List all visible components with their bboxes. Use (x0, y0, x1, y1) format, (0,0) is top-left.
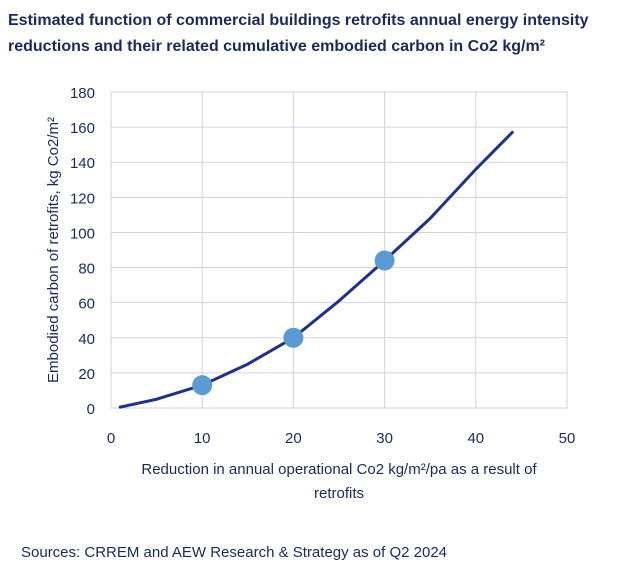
x-tick-label: 50 (559, 430, 576, 447)
y-tick-label: 80 (78, 261, 95, 278)
title-line-1: Estimated function of commercial buildin… (8, 12, 589, 29)
y-tick-label: 180 (70, 85, 95, 102)
y-tick-labels: 0 20 40 60 80 100 120 140 160 180 (70, 85, 95, 418)
x-axis-label-line-1: Reduction in annual operational Co2 kg/m… (141, 461, 537, 478)
chart-svg: 0 20 40 60 80 100 120 140 160 180 0 10 20 30 40 50 Emb… (45, 85, 576, 502)
x-tick-label: 10 (194, 430, 211, 447)
y-axis-label: Embodied carbon of retrofits, kg Co2/m² (45, 117, 62, 383)
data-point-marker (374, 250, 395, 271)
y-tick-label: 160 (70, 120, 95, 137)
y-tick-label: 0 (87, 401, 95, 418)
x-tick-label: 30 (376, 430, 393, 447)
y-tick-label: 120 (70, 190, 95, 207)
series-line (118, 130, 514, 409)
x-tick-labels: 0 10 20 30 40 50 (107, 430, 576, 447)
x-axis-label-line-2: retrofits (314, 485, 364, 502)
y-tick-label: 140 (70, 155, 95, 172)
title-line-2: reductions and their related cumulative … (8, 38, 545, 55)
x-tick-label: 0 (107, 430, 115, 447)
source-note: Sources: CRREM and AEW Research & Strate… (21, 544, 448, 561)
y-tick-label: 40 (78, 331, 95, 348)
chart-title: Estimated function of commercial buildin… (8, 8, 608, 60)
data-point-marker (283, 327, 304, 348)
plot-frame (110, 91, 568, 409)
grid (110, 91, 568, 409)
y-tick-label: 100 (70, 225, 95, 242)
data-point-marker (192, 375, 213, 396)
x-tick-label: 40 (467, 430, 484, 447)
markers (192, 250, 395, 396)
x-tick-label: 20 (285, 430, 302, 447)
y-tick-label: 60 (78, 296, 95, 313)
y-tick-label: 20 (78, 366, 95, 383)
